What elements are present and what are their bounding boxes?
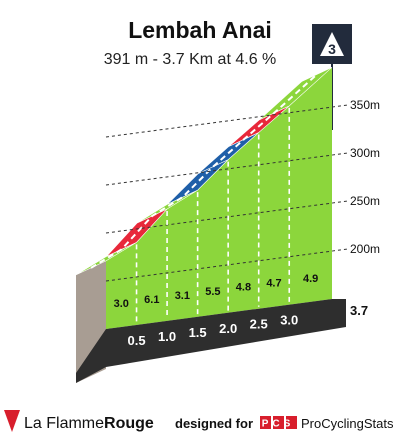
y-tick-label: 200m (350, 242, 380, 256)
gradient-label: 5.5 (205, 286, 220, 298)
profile-group: 200m 250m 300m 350m 3.0 6.1 3.1 5.5 4.8 4.7 4.9 0.5… (75, 67, 380, 383)
gradient-label: 4.9 (303, 273, 318, 285)
climb-title: Lembah Anai (128, 17, 272, 43)
brand-bold: Rouge (104, 415, 154, 432)
km-label: 1.5 (189, 325, 207, 340)
gradient-label: 3.0 (114, 298, 129, 310)
pcs-logo: PCS (260, 416, 297, 430)
gridline-250 (105, 200, 349, 234)
gradient-label: 3.1 (175, 290, 190, 302)
flag-icon (4, 410, 20, 432)
km-label: 0.5 (128, 333, 146, 348)
total-distance-label: 3.7 (350, 303, 368, 318)
mountain-icon (320, 32, 344, 56)
gradient-label: 4.8 (236, 282, 251, 294)
climb-subtitle: 391 m - 3.7 Km at 4.6 % (104, 51, 277, 68)
km-label: 2.5 (250, 317, 268, 332)
profile-front-face (106, 67, 332, 329)
brand-plain: La Flamme (24, 415, 104, 432)
category-badge: 3 (312, 24, 352, 130)
km-label: 3.0 (280, 313, 298, 328)
y-tick-label: 300m (350, 146, 380, 160)
designed-for-label: designed for (175, 416, 253, 431)
category-number: 3 (328, 41, 336, 57)
km-label: 1.0 (158, 329, 176, 344)
gradient-label: 6.1 (144, 294, 159, 306)
profile-base-strip (76, 298, 346, 383)
pcs-name: ProCyclingStats (301, 416, 394, 431)
gridline-300 (105, 152, 349, 186)
pcs-letters: PCS (262, 419, 295, 430)
footer: La FlammeRouge designed for PCS ProCycli… (4, 410, 394, 432)
km-label: 2.0 (219, 321, 237, 336)
profile-centreline (90, 73, 318, 269)
flamme-rouge-logo: La FlammeRouge (4, 410, 154, 432)
y-tick-label: 250m (350, 194, 380, 208)
gridline-200 (105, 248, 349, 282)
y-tick-label: 350m (350, 98, 380, 112)
gridline-350 (105, 104, 349, 138)
svg-text:La FlammeRouge: La FlammeRouge (24, 415, 154, 432)
gradient-label: 4.7 (266, 278, 281, 290)
